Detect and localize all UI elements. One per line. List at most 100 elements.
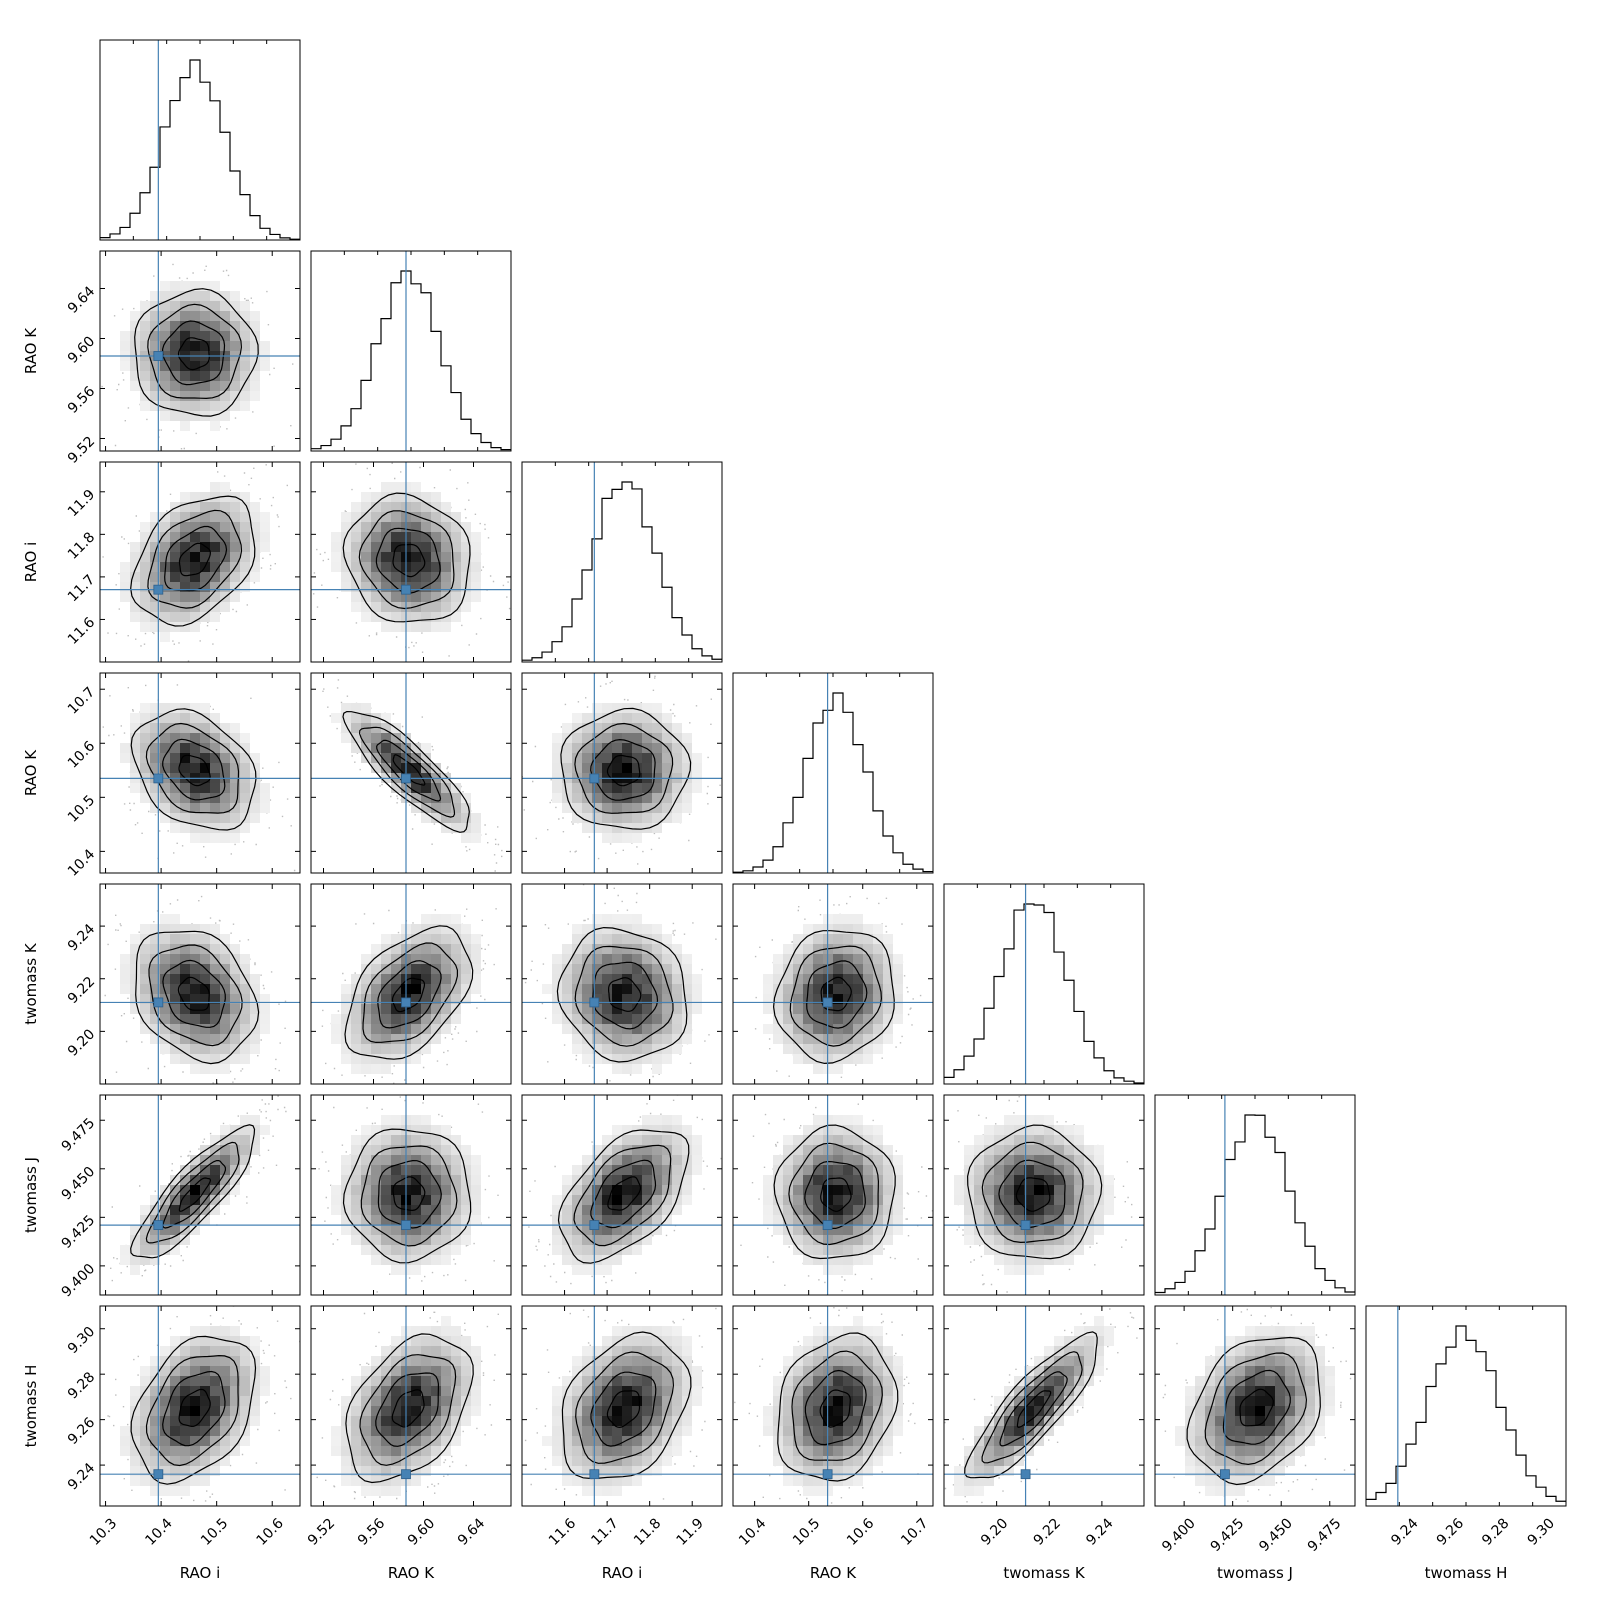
density-cell [200,1004,210,1014]
density-cell [341,703,351,713]
density-cell [622,813,632,823]
density-cell [371,562,381,572]
density-cell [150,803,160,813]
density-cell [833,954,843,964]
density-cell [140,301,150,311]
density-cell [441,1396,451,1406]
density-cell [140,944,150,954]
density-cell [893,954,903,964]
density-cell [351,994,361,1004]
density-cell [190,502,200,512]
density-cell [873,1034,883,1044]
density-cell [1084,1145,1094,1155]
density-cell [160,1456,170,1466]
scatter-panel-7-4 [732,1305,934,1507]
density-cell [421,512,431,522]
density-cell [381,522,391,532]
density-cell [572,974,582,984]
density-cell [160,1014,170,1024]
density-cell [1054,1366,1064,1376]
density-cell [250,783,260,793]
density-cell [813,1346,823,1356]
contour-line [392,543,426,578]
density-cell [441,1004,451,1014]
density-cell [843,1014,853,1024]
truth-marker [1020,1469,1031,1480]
density-cell [451,1326,461,1336]
density-cell [562,1004,572,1014]
density-cell [974,1195,984,1205]
density-cell [230,1386,240,1396]
density-cell [853,1255,863,1265]
y-axis-label: RAO K [22,749,40,796]
density-cell [230,1155,240,1165]
density-cell [180,602,190,612]
density-cell [1265,1416,1275,1426]
density-cell [341,1436,351,1446]
density-cell [381,1476,391,1486]
density-cell [964,1175,974,1185]
density-cell [411,1165,421,1175]
density-cell [180,783,190,793]
density-cell [421,1155,431,1165]
density-cell [1215,1446,1225,1456]
density-cell [1034,1386,1044,1396]
density-cell [391,954,401,964]
density-cell [451,1366,461,1376]
density-cell [853,1215,863,1225]
density-cell [803,1165,813,1175]
density-cell [150,1486,160,1496]
density-cell [1215,1416,1225,1426]
density-cell [250,1396,260,1406]
density-cell [381,1386,391,1396]
density-cell [592,1205,602,1215]
density-cell [431,793,441,803]
density-cell [200,1014,210,1024]
density-cell [210,331,220,341]
density-cell [240,964,250,974]
density-cell [140,793,150,803]
density-cell [843,964,853,974]
density-cell [813,944,823,954]
histogram-step-line [733,692,933,873]
contour-line [575,1351,675,1464]
density-cell [190,1366,200,1376]
density-cell [843,1024,853,1034]
density-cell [1185,1396,1195,1406]
contour-line [806,960,868,1029]
density-cell [170,914,180,924]
density-cell [160,1024,170,1034]
density-cell [1044,1376,1054,1386]
density-cell [170,331,180,341]
density-cell [180,411,190,421]
density-cell [351,1215,361,1225]
density-cell [1034,1255,1044,1265]
density-cell [411,1135,421,1145]
density-cell [642,974,652,984]
density-cell [431,934,441,944]
density-cell [984,1225,994,1235]
density-cell [602,813,612,823]
density-cell [170,743,180,753]
density-cell [632,1336,642,1346]
density-cell [843,1215,853,1225]
density-cell [1014,1386,1024,1396]
density-cell [582,1376,592,1386]
density-cell [361,1004,371,1014]
density-cell [893,1416,903,1426]
density-cell [853,1336,863,1346]
density-cell [592,1366,602,1376]
density-cell [200,1024,210,1034]
density-cell [351,723,361,733]
density-cell [642,1004,652,1014]
density-cell [361,703,371,713]
density-cell [662,934,672,944]
density-cell [612,934,622,944]
density-cell [672,783,682,793]
density-cell [371,1215,381,1225]
density-cell [813,1054,823,1064]
density-cell [170,1386,180,1396]
density-cell [431,492,441,502]
density-cell [411,793,421,803]
density-cell [140,311,150,321]
